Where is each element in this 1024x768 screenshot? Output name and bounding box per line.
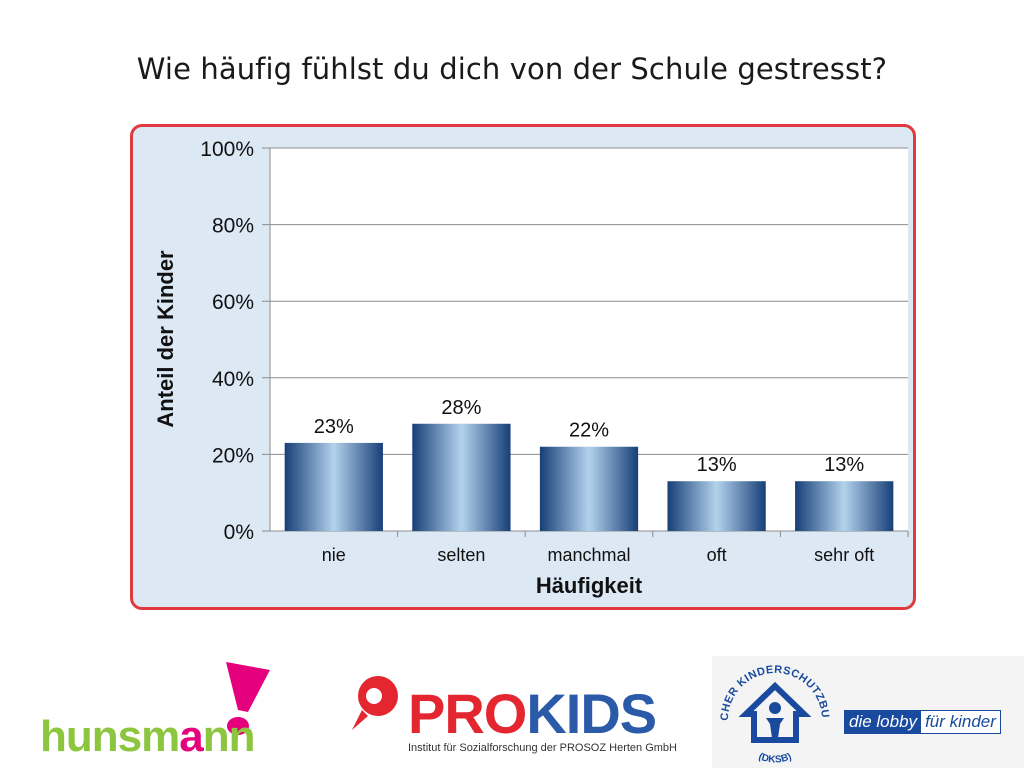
x-tick-label: oft	[707, 545, 727, 565]
bar-sehr-oft	[795, 481, 894, 531]
data-label: 13%	[697, 454, 737, 476]
svg-text:(DKSB): (DKSB)	[757, 751, 793, 765]
y-tick-label: 20%	[212, 444, 254, 467]
x-axis-title: Häufigkeit	[536, 573, 643, 598]
y-tick-label: 80%	[212, 215, 254, 238]
y-tick-label: 100%	[200, 138, 254, 161]
x-tick-label: nie	[322, 545, 346, 565]
dksb-seal-icon: DEUTSCHER KINDERSCHUTZBUND E.V. (DKSB)	[716, 658, 831, 766]
slide-title: Wie häufig fühlst du dich von der Schule…	[136, 52, 888, 86]
x-tick-label: manchmal	[547, 545, 630, 565]
bar-chart: 0% 20% 40% 60% 80% 100% 23% nie 28% selten 22% manc…	[153, 138, 909, 598]
dksb-logo: DEUTSCHER KINDERSCHUTZBUND E.V. (DKSB) d…	[712, 656, 1024, 768]
bar-selten	[412, 423, 511, 531]
data-label: 22%	[569, 420, 609, 442]
bar-oft	[667, 481, 766, 531]
prokids-subtitle: Institut für Sozialforschung der PROSOZ …	[408, 742, 677, 754]
y-tick-label: 40%	[212, 368, 254, 391]
y-tick-label: 0%	[224, 521, 254, 544]
prokids-swirl-icon	[352, 676, 398, 730]
chart-frame: 0% 20% 40% 60% 80% 100% 23% nie 28% selten 22% manc…	[130, 124, 916, 610]
bar-manchmal	[539, 446, 639, 531]
y-tick-label: 60%	[212, 291, 254, 314]
dksb-lobby-tagline: die lobby für kinder	[844, 710, 1001, 734]
y-axis-title: Anteil der Kinder	[153, 250, 178, 428]
data-label: 13%	[824, 454, 864, 476]
logo-strip: hunsmann PROKIDS Institut für Sozialfors…	[0, 650, 1024, 768]
x-tick-label: sehr oft	[814, 545, 874, 565]
hunsmann-logo: hunsmann	[40, 660, 280, 761]
prokids-wordmark: PROKIDS	[408, 682, 657, 745]
data-label: 23%	[314, 416, 354, 438]
data-label: 28%	[441, 397, 481, 419]
x-tick-label: selten	[437, 545, 485, 565]
prokids-logo: PROKIDS Institut für Sozialforschung der…	[350, 672, 677, 764]
bar-nie	[284, 442, 383, 531]
hunsmann-wordmark: hunsmann	[40, 712, 255, 761]
exclamation-mark-icon	[226, 662, 270, 735]
